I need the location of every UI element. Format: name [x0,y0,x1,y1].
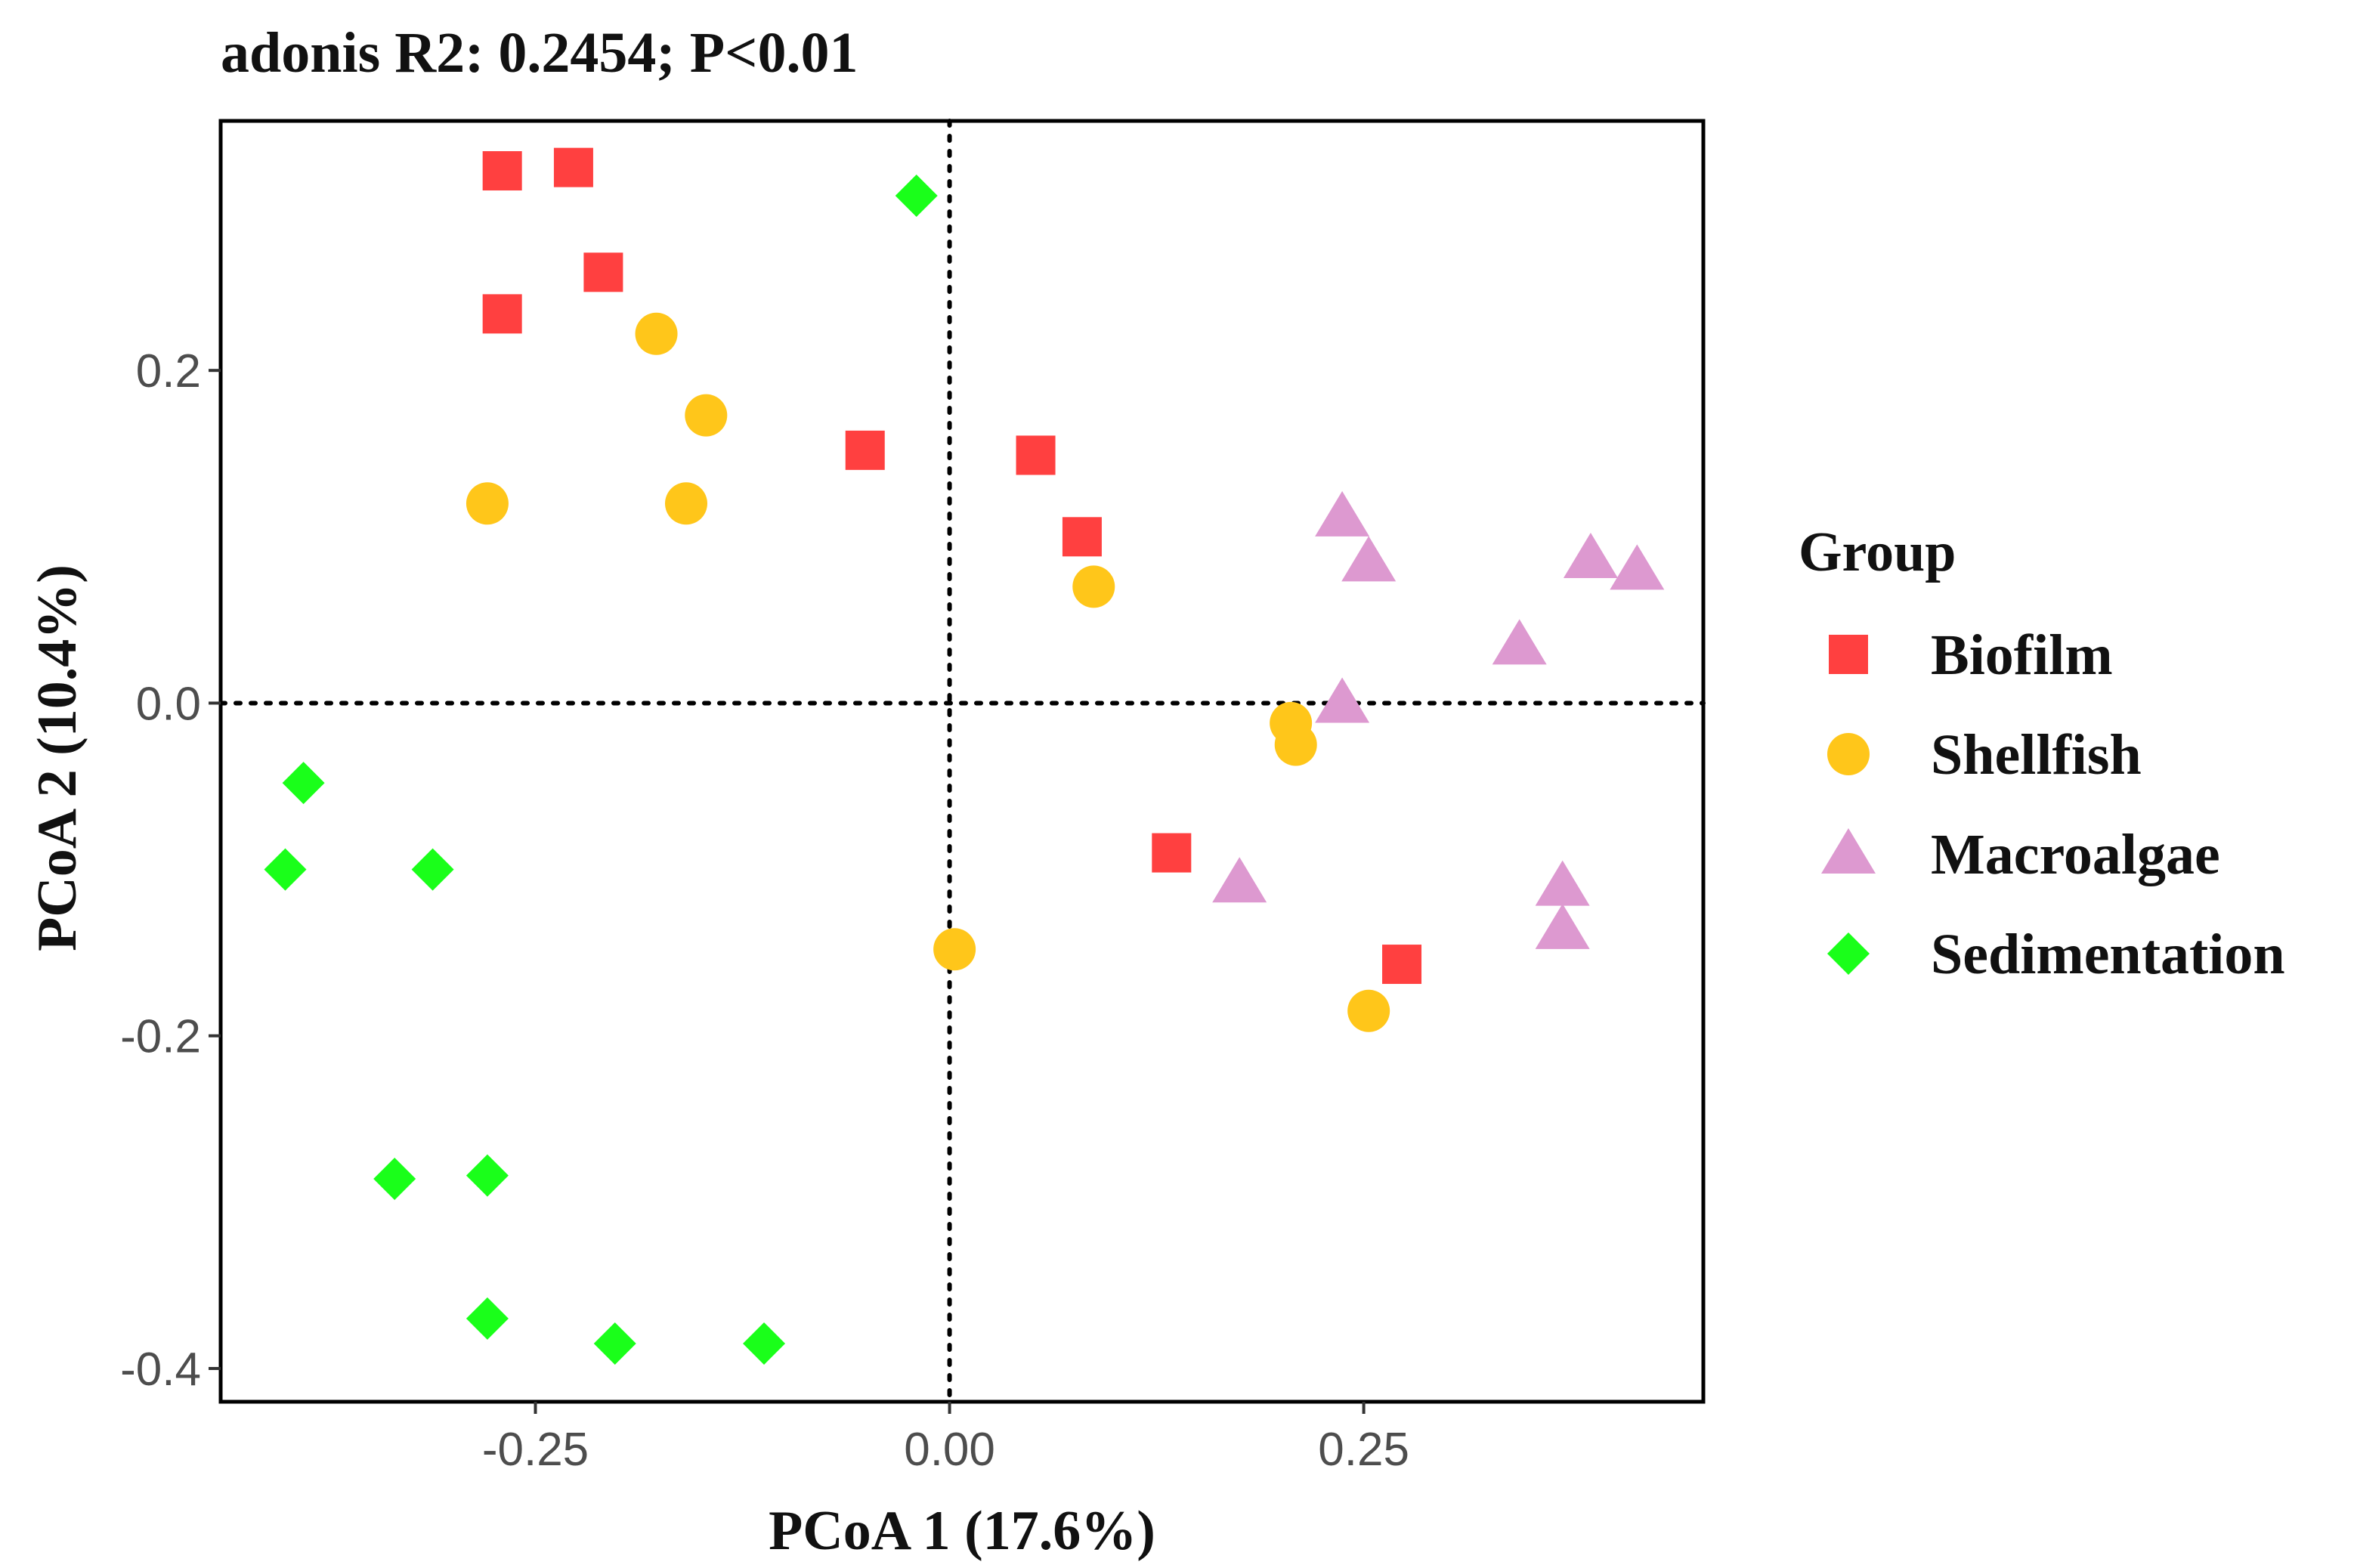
y-tick-label: 0.0 [136,678,201,730]
macroalgae-point [1341,536,1397,582]
biofilm-point [1062,517,1102,557]
x-axis-ticks: -0.25 0.00 0.25 [482,1402,1409,1476]
plot-panel-border [218,119,1706,1404]
biofilm-point [583,252,623,292]
data-points [264,147,1665,1365]
shellfish-point [933,928,976,971]
shellfish-point [1274,723,1317,766]
sedimentation-point [466,1297,509,1340]
shellfish-point [635,312,678,355]
shellfish-point [665,482,708,525]
reference-lines [218,119,1706,1404]
x-axis-title: PCoA 1 (17.6%) [769,1500,1155,1562]
legend-label-biofilm: Biofilm [1931,623,2113,687]
macroalgae-point [1610,544,1665,590]
macroalgae-point [1535,860,1590,906]
macroalgae-point [1315,490,1370,537]
sedimentation-point [466,1154,509,1197]
biofilm-point [482,294,522,334]
sedimentation-point [743,1322,786,1365]
sedimentation-point [411,848,454,891]
sedimentation-point [895,175,938,218]
macroalgae-point [1212,857,1267,903]
biofilm-point [1382,945,1422,985]
legend-label-macroalgae: Macroalgae [1931,823,2220,886]
legend-items: Biofilm Shellfish Macroalgae Sedimentation [1821,623,2285,986]
biofilm-point [1016,435,1056,475]
macroalgae-point [1315,677,1370,723]
macroalgae-point [1563,532,1618,578]
macroalgae-point [1535,903,1590,949]
legend-label-shellfish: Shellfish [1931,723,2142,787]
shellfish-point [685,394,728,437]
legend-key-shellfish [1827,733,1870,775]
x-tick-label: -0.25 [482,1424,589,1476]
y-tick-label: 0.2 [136,345,201,397]
x-tick-label: 0.25 [1318,1424,1409,1476]
legend-key-sedimentation [1827,932,1870,975]
legend: Group Biofilm Shellfish Macroalgae Sediment… [1799,521,2285,986]
y-tick-label: -0.2 [120,1011,201,1063]
sedimentation-point [593,1322,636,1365]
sedimentation-point [264,848,307,891]
legend-label-sedimentation: Sedimentation [1931,923,2285,986]
y-axis-title: PCoA 2 (10.4%) [26,564,88,951]
y-tick-label: -0.4 [120,1344,201,1396]
y-axis-ticks: 0.2 0.0 -0.2 -0.4 [120,345,221,1396]
shellfish-point [466,482,509,525]
macroalgae-point [1492,619,1547,665]
biofilm-point [482,151,522,191]
sedimentation-point [373,1158,416,1201]
legend-key-biofilm [1829,635,1868,674]
biofilm-point [845,430,885,470]
biofilm-point [1152,833,1192,873]
shellfish-point [1072,565,1115,608]
biofilm-point [553,147,593,187]
legend-title: Group [1799,521,1956,583]
shellfish-point [1347,989,1390,1032]
legend-key-macroalgae [1821,828,1876,874]
chart-title: adonis R2: 0.2454; P<0.01 [221,21,858,85]
x-tick-label: 0.00 [904,1424,995,1476]
sedimentation-point [282,762,325,805]
